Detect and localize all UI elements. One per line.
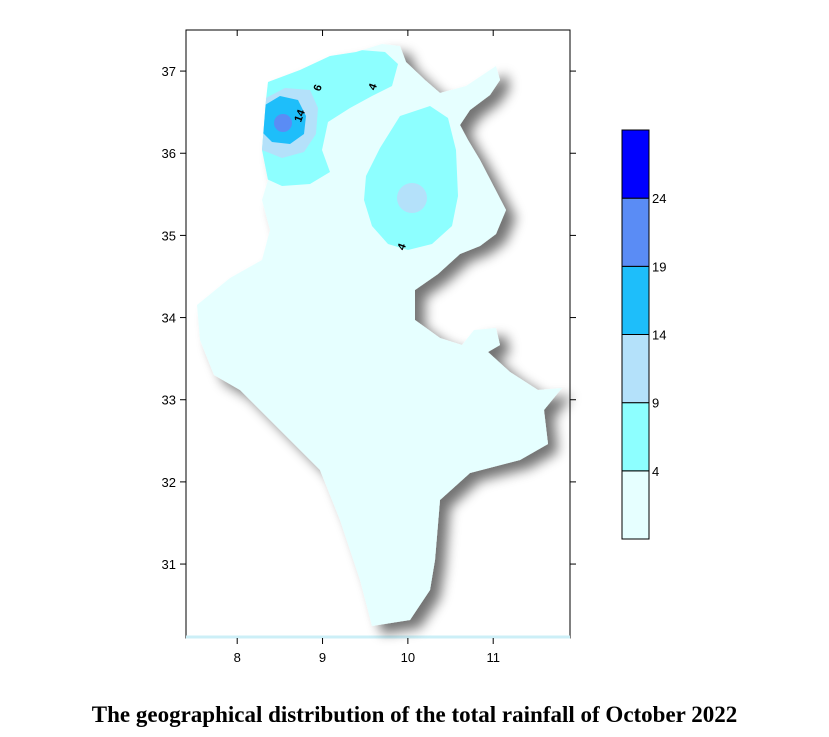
y-tick-label: 34 [162, 311, 176, 326]
contour-zone-19-24 [274, 114, 292, 132]
legend-level-label: 14 [652, 328, 666, 343]
contour-label-north-east: 4 [366, 81, 380, 92]
legend-level-label: 9 [652, 396, 659, 411]
y-tick-label: 31 [162, 557, 176, 572]
x-tick-label: 11 [486, 650, 500, 665]
contour-labels: 6 4 14 4 [292, 81, 409, 252]
rainfall-legend: 4 9 14 19 24 [621, 129, 666, 540]
y-tick-label: 33 [162, 393, 176, 408]
contour-label-north-west: 14 [292, 107, 308, 123]
legend-swatch [621, 470, 650, 540]
legend-swatch [621, 265, 650, 336]
contour-label-north: 6 [311, 83, 324, 93]
legend-level-label: 24 [652, 191, 666, 206]
x-tick-label: 10 [401, 650, 415, 665]
contour-label-east: 4 [395, 241, 409, 252]
legend-swatch [621, 129, 650, 199]
legend-swatch [621, 197, 650, 267]
legend-swatch [621, 334, 650, 404]
contour-zone-9-14-east [397, 183, 427, 213]
contour-zone-4-9-east [364, 106, 458, 250]
x-tick-label: 8 [234, 650, 241, 665]
legend-level-label: 19 [652, 259, 666, 274]
rainfall-contours [250, 50, 458, 250]
legend-swatch [621, 402, 650, 472]
y-tick-label: 35 [162, 228, 176, 243]
x-tick-label: 9 [319, 650, 326, 665]
tunisia-outline [197, 44, 562, 626]
x-axis: 8 9 10 11 [234, 30, 500, 665]
tunisia-map [197, 44, 562, 626]
y-axis: 37 36 35 34 33 32 31 [162, 64, 576, 572]
y-tick-label: 37 [162, 64, 176, 79]
y-tick-label: 36 [162, 146, 176, 161]
figure-caption: The geographical distribution of the tot… [91, 702, 738, 727]
y-tick-label: 32 [162, 475, 176, 490]
legend-level-label: 4 [652, 464, 659, 479]
